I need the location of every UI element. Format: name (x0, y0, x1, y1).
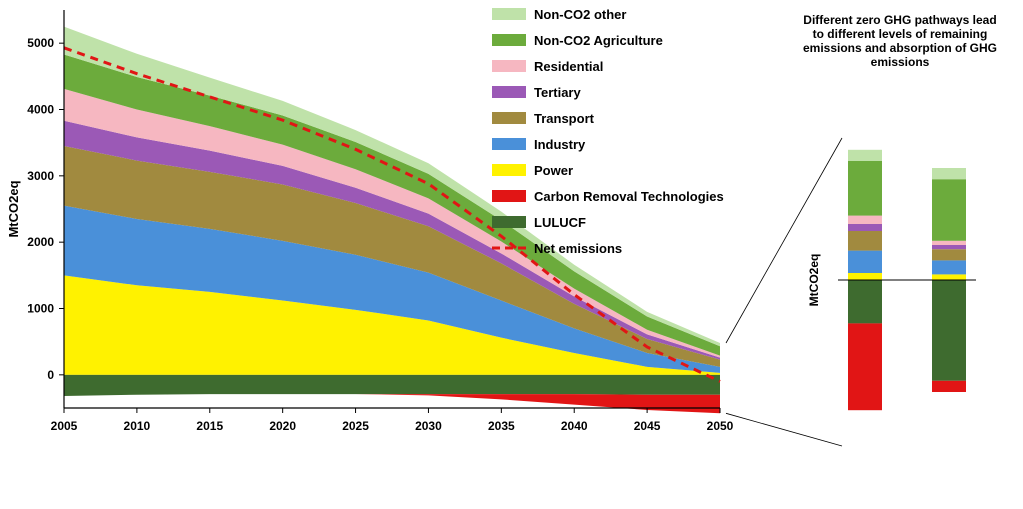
pathway-a-seg-residential (848, 216, 882, 224)
legend-swatch (492, 60, 526, 72)
x-tick-label: 2010 (124, 419, 151, 433)
figure-root: 0 1000 2000 3000 4000 5000 2005 2010 2015 2020 202… (0, 0, 1023, 509)
x-tick-label: 2020 (269, 419, 296, 433)
legend-swatch (492, 138, 526, 150)
x-tick-label: 2040 (561, 419, 588, 433)
legend-swatch (492, 8, 526, 20)
legend-label-net: Net emissions (534, 241, 622, 256)
y-tick-label: 2000 (27, 235, 54, 249)
pathway-b-seg-power (932, 274, 966, 280)
pathway-b-seg-carbon_removal (932, 381, 966, 392)
y-tick-label: 3000 (27, 169, 54, 183)
legend-label: Non-CO2 Agriculture (534, 33, 663, 48)
pathway-a-seg-transport (848, 231, 882, 251)
legend-label: Transport (534, 111, 595, 126)
pathway-b-seg-residential (932, 241, 966, 245)
legend-swatch (492, 164, 526, 176)
pathway-a-seg-tertiary (848, 224, 882, 231)
pathway-a-seg-lulucf (848, 280, 882, 323)
x-tick-label: 2025 (342, 419, 369, 433)
legend-swatch (492, 34, 526, 46)
x-tick-label: 2015 (196, 419, 223, 433)
pathway-b-seg-tertiary (932, 245, 966, 249)
legend-label: Carbon Removal Technologies (534, 189, 724, 204)
y-tick-label: 4000 (27, 103, 54, 117)
pathway-a-seg-nonco2_agri (848, 161, 882, 216)
right-y-label: MtCO2eq (807, 254, 821, 307)
y-tick-label: 1000 (27, 302, 54, 316)
legend-label: Tertiary (534, 85, 581, 100)
x-tick-label: 2005 (51, 419, 78, 433)
pathway-b-seg-lulucf (932, 280, 966, 381)
legend-label: Industry (534, 137, 586, 152)
legend-label: Power (534, 163, 573, 178)
pathway-b-seg-transport (932, 249, 966, 260)
pathway-a-seg-industry (848, 251, 882, 273)
legend-label: LULUCF (534, 215, 586, 230)
y-tick-label: 0 (47, 368, 54, 382)
y-axis-label: MtCO2eq (6, 180, 21, 237)
x-tick-label: 2035 (488, 419, 515, 433)
legend-swatch (492, 216, 526, 228)
legend-label: Residential (534, 59, 603, 74)
x-tick-label: 2045 (634, 419, 661, 433)
pathway-a-seg-carbon_removal (848, 323, 882, 410)
y-tick-label: 5000 (27, 36, 54, 50)
legend-swatch (492, 86, 526, 98)
pathway-a-seg-power (848, 273, 882, 280)
area-lulucf (64, 375, 720, 396)
x-tick-label: 2050 (707, 419, 734, 433)
pathway-b-seg-nonco2_other (932, 168, 966, 179)
x-tick-label: 2030 (415, 419, 442, 433)
pathway-b-seg-industry (932, 260, 966, 274)
legend-swatch (492, 112, 526, 124)
pathway-a-seg-nonco2_other (848, 150, 882, 161)
pathway-b-seg-nonco2_agri (932, 179, 966, 241)
legend-swatch (492, 190, 526, 202)
legend-label: Non-CO2 other (534, 7, 626, 22)
